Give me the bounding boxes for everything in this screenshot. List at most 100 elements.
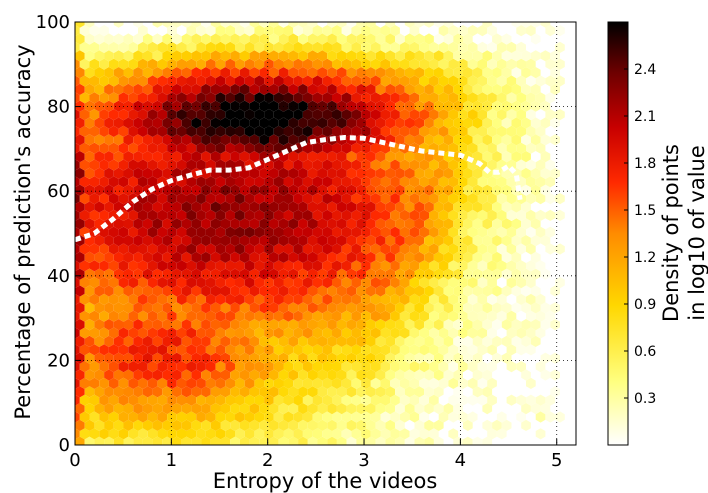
hex-cell bbox=[167, 327, 177, 339]
hex-cell bbox=[128, 176, 138, 188]
hex-cell bbox=[535, 209, 546, 221]
hex-cell bbox=[453, 201, 463, 213]
hex-cell bbox=[118, 310, 129, 322]
hex-cell bbox=[75, 226, 80, 238]
hex-cell bbox=[147, 159, 158, 171]
hex-cell bbox=[404, 184, 415, 196]
hex-cell bbox=[75, 251, 85, 263]
hex-cell bbox=[424, 167, 434, 179]
hex-cell bbox=[506, 327, 517, 339]
hex-cell bbox=[511, 151, 522, 163]
hex-cell bbox=[419, 226, 429, 238]
hex-cell bbox=[235, 243, 245, 255]
hex-cell bbox=[438, 411, 449, 423]
hex-cell bbox=[390, 41, 400, 53]
hex-cell bbox=[220, 184, 231, 196]
colorbar-tick-label: 2.1 bbox=[634, 109, 656, 125]
hex-cell bbox=[448, 411, 459, 423]
hex-cell bbox=[142, 302, 153, 314]
hex-cell bbox=[448, 193, 459, 205]
hex-cell bbox=[429, 377, 439, 389]
hex-cell bbox=[312, 58, 323, 70]
hex-cell bbox=[424, 319, 434, 331]
hex-cell bbox=[511, 268, 522, 280]
hex-cell bbox=[298, 386, 308, 398]
hex-cell bbox=[448, 310, 459, 322]
hex-cell bbox=[269, 134, 279, 146]
hex-cell bbox=[249, 419, 260, 431]
hex-cell bbox=[75, 159, 80, 171]
hex-cell bbox=[215, 260, 226, 272]
hex-cell bbox=[370, 293, 381, 305]
hex-cell bbox=[443, 285, 454, 297]
hex-cell bbox=[535, 260, 546, 272]
hex-cell bbox=[346, 251, 357, 263]
hex-cell bbox=[506, 243, 517, 255]
hex-cell bbox=[235, 142, 245, 154]
hex-cell bbox=[443, 302, 454, 314]
hex-cell bbox=[118, 58, 129, 70]
hex-cell bbox=[356, 319, 366, 331]
hex-cell bbox=[99, 226, 109, 238]
hex-cell bbox=[341, 92, 352, 104]
hex-cell bbox=[254, 277, 265, 289]
hex-cell bbox=[448, 209, 459, 221]
hex-cell bbox=[424, 403, 434, 415]
hex-cell bbox=[555, 193, 565, 205]
hex-cell bbox=[530, 319, 541, 331]
hex-cell bbox=[254, 243, 265, 255]
hex-cell bbox=[94, 67, 105, 79]
hex-cell bbox=[317, 403, 328, 415]
hex-cell bbox=[477, 377, 488, 389]
hex-cell bbox=[516, 260, 526, 272]
hex-cell bbox=[298, 83, 308, 95]
hex-cell bbox=[230, 201, 240, 213]
hex-cell bbox=[75, 50, 85, 62]
hex-cell bbox=[220, 285, 231, 297]
hex-cell bbox=[356, 369, 366, 381]
hex-cell bbox=[215, 75, 226, 87]
hex-cell bbox=[79, 260, 90, 272]
hex-cell bbox=[157, 75, 168, 87]
hex-cell bbox=[128, 428, 138, 440]
hex-cell bbox=[399, 293, 410, 305]
hex-cell bbox=[113, 319, 124, 331]
hex-cell bbox=[230, 50, 240, 62]
hex-cell bbox=[215, 344, 226, 356]
hex-cell bbox=[487, 361, 497, 373]
hex-cell bbox=[273, 344, 284, 356]
hex-cell bbox=[225, 75, 235, 87]
hex-cell bbox=[472, 134, 483, 146]
hex-cell bbox=[84, 268, 95, 280]
hex-cell bbox=[75, 75, 80, 87]
hex-cell bbox=[108, 159, 119, 171]
hex-cell bbox=[264, 209, 274, 221]
x-tick-label: 4 bbox=[455, 450, 466, 471]
hex-cell bbox=[133, 117, 143, 129]
hex-cell bbox=[399, 310, 410, 322]
hex-cell bbox=[385, 151, 396, 163]
hex-cell bbox=[147, 226, 158, 238]
hex-cell bbox=[327, 201, 337, 213]
hex-cell bbox=[443, 201, 454, 213]
hex-cell bbox=[239, 251, 250, 263]
hex-cell bbox=[395, 403, 405, 415]
hex-cell bbox=[118, 109, 129, 121]
hex-cell bbox=[351, 125, 362, 137]
hex-cell bbox=[395, 319, 405, 331]
hex-cell bbox=[366, 50, 376, 62]
hex-cell bbox=[123, 117, 134, 129]
hex-cell bbox=[210, 33, 221, 45]
hex-cell bbox=[380, 142, 391, 154]
hex-cell bbox=[429, 260, 439, 272]
hex-cell bbox=[84, 369, 95, 381]
hex-cell bbox=[448, 125, 459, 137]
hex-cell bbox=[225, 142, 235, 154]
hex-cell bbox=[128, 377, 138, 389]
hex-cell bbox=[108, 428, 119, 440]
hex-cell bbox=[370, 25, 381, 37]
hex-cell bbox=[128, 310, 138, 322]
hex-cell bbox=[366, 352, 376, 364]
hex-cell bbox=[492, 335, 502, 347]
hex-cell bbox=[176, 344, 187, 356]
